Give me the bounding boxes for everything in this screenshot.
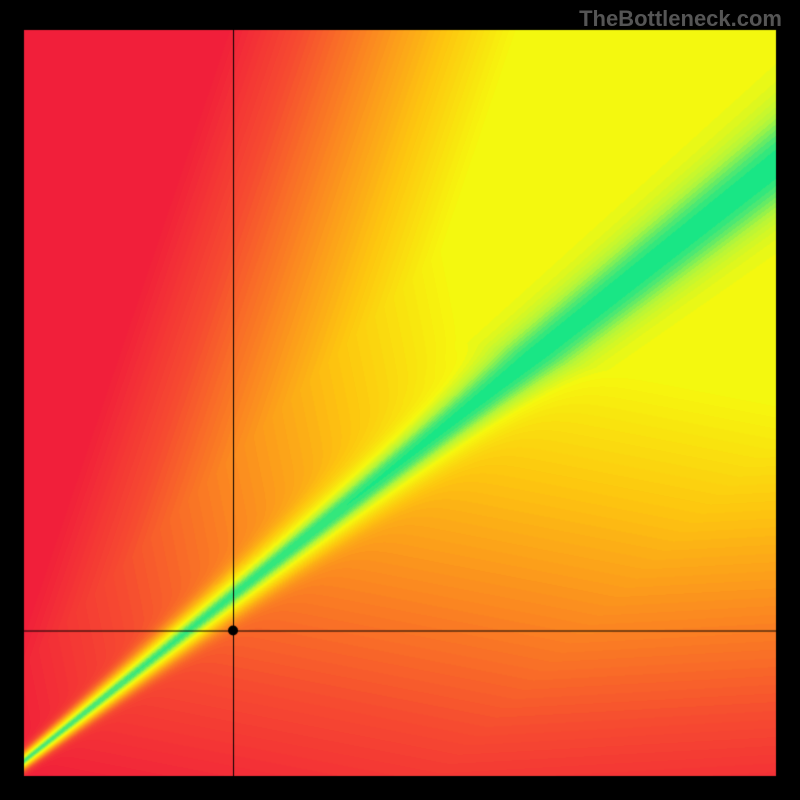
watermark-label: TheBottleneck.com [579,6,782,32]
heatmap-canvas [0,0,800,800]
chart-container: TheBottleneck.com [0,0,800,800]
